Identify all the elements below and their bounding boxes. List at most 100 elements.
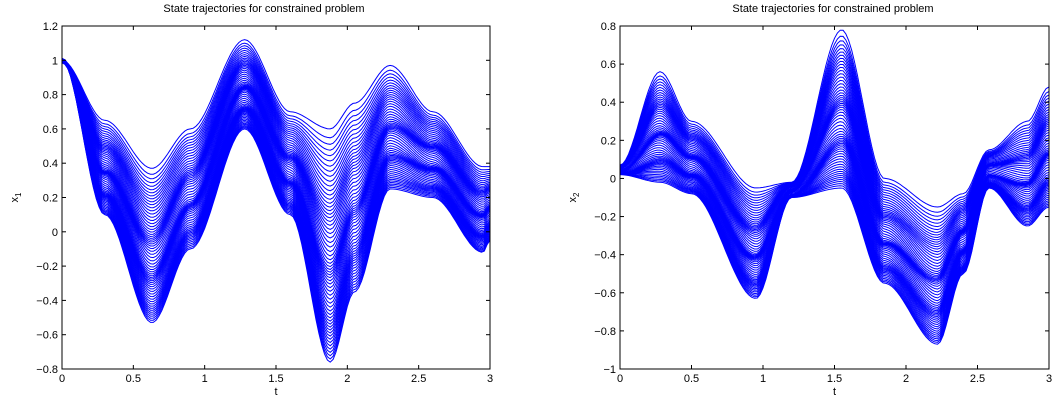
trajectory-line xyxy=(61,60,491,331)
trajectory-line xyxy=(619,54,1050,231)
trajectory-line xyxy=(619,29,1050,208)
y-tick-label: −1 xyxy=(603,364,616,376)
trajectory-line xyxy=(61,60,491,319)
trajectory-line xyxy=(619,174,1050,345)
y-axis-label-main: x xyxy=(567,196,579,202)
chart-x1: State trajectories for constrained probl… xyxy=(9,3,493,398)
trajectory-line xyxy=(61,60,491,206)
trajectory-line xyxy=(61,39,490,169)
y-axis-label-subscript: 1 xyxy=(14,192,23,197)
trajectory-line xyxy=(61,60,491,253)
x-tick-label: 2.5 xyxy=(970,373,985,385)
y-ticks: −0.8 −0.6 −0.4 −0.2 0 0.2 0.4 0.6 0.8 1 1.2 xyxy=(36,21,490,376)
trajectory-line xyxy=(61,60,491,225)
trajectory-line xyxy=(61,59,491,363)
trajectory-lines xyxy=(619,29,1050,345)
trajectory-line xyxy=(620,173,1050,336)
x-axis-label: t xyxy=(833,386,836,398)
x-tick-label: 1.5 xyxy=(827,373,842,385)
x-tick-label: 1.5 xyxy=(268,373,283,385)
trajectory-line xyxy=(61,60,491,322)
x-tick-label: 3 xyxy=(1046,373,1052,385)
trajectory-line xyxy=(61,60,491,222)
y-axis-label: x1 xyxy=(9,192,23,203)
trajectory-line xyxy=(61,59,491,203)
trajectory-line xyxy=(61,49,491,187)
chart-x2: State trajectories for constrained probl… xyxy=(567,3,1052,398)
trajectory-line xyxy=(619,173,1050,338)
y-tick-label: −0.6 xyxy=(36,330,58,342)
chart-title: State trajectories for constrained probl… xyxy=(732,3,933,15)
x-tick-label: 2 xyxy=(903,373,909,385)
trajectory-line xyxy=(61,60,491,209)
x-tick-label: 2.5 xyxy=(411,373,426,385)
y-tick-label: −0.6 xyxy=(594,288,616,300)
y-tick-label: −0.2 xyxy=(594,212,616,224)
y-tick-label: −0.8 xyxy=(36,364,58,376)
x-tick-label: 1 xyxy=(760,373,766,385)
trajectory-line xyxy=(61,60,491,334)
trajectory-line xyxy=(61,57,491,200)
trajectory-line xyxy=(619,173,1050,342)
trajectory-line xyxy=(61,59,491,337)
y-tick-label: 0.4 xyxy=(601,97,616,109)
trajectory-line xyxy=(61,60,491,215)
x-tick-label: 0.5 xyxy=(684,373,699,385)
y-axis-label: x2 xyxy=(567,192,581,203)
trajectory-line xyxy=(61,60,491,328)
trajectory-line xyxy=(61,54,491,194)
y-tick-label: 0.2 xyxy=(601,135,616,147)
trajectory-line xyxy=(61,60,491,212)
trajectory-line xyxy=(619,117,1050,283)
x-tick-label: 0 xyxy=(59,373,65,385)
trajectory-line xyxy=(61,62,491,268)
x-tick-label: 3 xyxy=(487,373,493,385)
y-tick-label: 0.4 xyxy=(43,158,58,170)
y-axis-label-subscript: 2 xyxy=(572,192,581,197)
trajectory-line xyxy=(61,61,491,257)
y-tick-label: 0.8 xyxy=(43,90,58,102)
trajectory-line xyxy=(61,42,491,175)
trajectory-line xyxy=(61,58,491,235)
trajectory-line xyxy=(61,60,491,312)
trajectory-line xyxy=(61,60,491,325)
x-tick-label: 2 xyxy=(344,373,350,385)
y-axis-label-main: x xyxy=(9,196,21,202)
trajectory-line xyxy=(61,59,491,279)
trajectory-line xyxy=(61,60,491,276)
y-tick-label: 0.6 xyxy=(601,59,616,71)
trajectory-line xyxy=(61,55,491,197)
y-tick-label: 0 xyxy=(610,173,616,185)
x-tick-label: 0.5 xyxy=(126,373,141,385)
trajectory-line xyxy=(619,174,1050,343)
trajectory-line xyxy=(61,59,491,230)
trajectory-lines xyxy=(61,39,491,363)
trajectory-line xyxy=(61,51,491,191)
trajectory-line xyxy=(61,60,491,316)
y-tick-label: −0.8 xyxy=(594,326,616,338)
y-tick-label: 0.6 xyxy=(43,124,58,136)
x-axis-label: t xyxy=(274,386,277,398)
y-ticks: −1 −0.8 −0.6 −0.4 −0.2 0 0.2 0.4 0.6 0.8 xyxy=(594,21,1049,376)
y-tick-label: 0 xyxy=(52,227,58,239)
trajectory-line xyxy=(61,60,491,218)
trajectory-line xyxy=(61,58,491,233)
trajectory-line xyxy=(61,62,491,271)
x-tick-label: 0 xyxy=(617,373,623,385)
trajectory-line xyxy=(619,35,1050,213)
trajectory-line xyxy=(61,45,491,180)
chart-title: State trajectories for constrained probl… xyxy=(163,3,364,15)
trajectory-line xyxy=(61,61,491,261)
trajectory-line xyxy=(61,62,491,264)
trajectory-line xyxy=(61,59,491,360)
trajectory-line xyxy=(620,173,1050,340)
x-tick-label: 1 xyxy=(202,373,208,385)
trajectory-line xyxy=(61,61,491,273)
trajectory-line xyxy=(61,59,491,228)
trajectory-line xyxy=(620,172,1050,334)
trajectory-line xyxy=(61,47,491,184)
y-tick-label: 1 xyxy=(52,55,58,67)
y-tick-label: −0.4 xyxy=(594,250,616,262)
y-tick-label: −0.4 xyxy=(36,295,58,307)
